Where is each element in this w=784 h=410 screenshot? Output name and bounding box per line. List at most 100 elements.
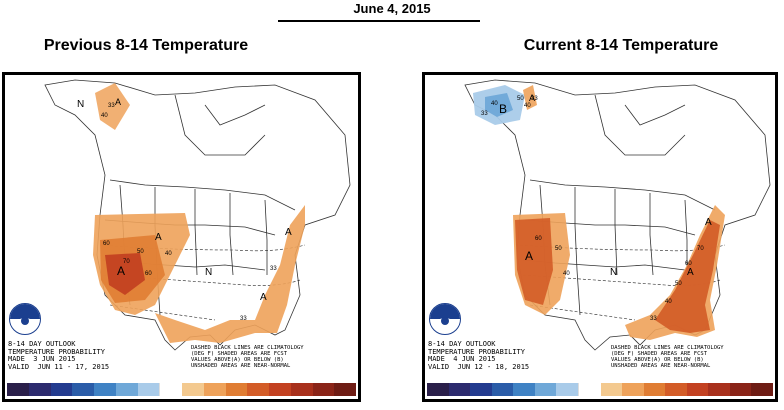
legend-swatch	[225, 383, 248, 396]
map-label: N	[77, 99, 84, 110]
legend-swatch	[290, 383, 313, 396]
legend-swatch	[28, 383, 51, 396]
outlook-line: MADE 4 JUN 2015	[428, 355, 496, 363]
contour-label: 40	[491, 101, 498, 107]
contour-label: 60	[685, 261, 692, 267]
contour-label: 33	[650, 316, 657, 322]
outlook-line: 8-14 DAY OUTLOOK	[8, 340, 76, 348]
contour-label: 70	[123, 259, 130, 265]
map-label: B	[499, 102, 507, 116]
date-title: June 4, 2015	[353, 1, 431, 16]
legend-swatch	[686, 383, 709, 396]
legend-swatch	[448, 383, 471, 396]
contour-label: 70	[697, 246, 704, 252]
legend-swatch	[534, 383, 557, 396]
legend-swatch	[729, 383, 752, 396]
note-line: UNSHADED AREAS ARE NEAR-NORMAL	[191, 363, 291, 369]
contour-label: 40	[165, 251, 172, 257]
legend-notes: DASHED BLACK LINES ARE CLIMATOLOGY (DEG F…	[191, 345, 353, 369]
legend-swatch	[751, 383, 773, 396]
legend-swatch	[137, 383, 160, 396]
legend-swatch	[312, 383, 335, 396]
contour-label: 60	[103, 241, 110, 247]
note-line: DASHED BLACK LINES ARE CLIMATOLOGY	[191, 345, 304, 351]
map-label: A	[687, 267, 694, 278]
contour-label: 33	[270, 266, 277, 272]
contour-label: 50	[137, 249, 144, 255]
legend-swatch	[269, 383, 291, 396]
map-label: N	[205, 267, 212, 278]
title-underline	[278, 20, 480, 22]
contour-label: 50	[675, 281, 682, 287]
legend-swatch	[334, 383, 356, 396]
previous-panel-title: Previous 8-14 Temperature	[43, 37, 249, 54]
east-above-region	[155, 205, 305, 343]
contour-label: 60	[145, 271, 152, 277]
note-line: VALUES ABOVE(A) OR BELOW (B)	[191, 357, 284, 363]
contour-label: 33	[108, 103, 115, 109]
note-line: VALUES ABOVE(A) OR BELOW (B)	[611, 357, 704, 363]
previous-outlook-map: N A A A A N A 33 40 60 50 70 60 40 33 33…	[2, 72, 361, 402]
legend-swatch	[577, 383, 601, 396]
legend-swatch	[94, 383, 116, 396]
current-map-graphic: B A A N A A 40 33 50 40 33 60 50 40 70 6…	[464, 79, 771, 351]
legend-swatch	[159, 383, 182, 396]
contour-label: 33	[481, 111, 488, 117]
legend-swatch	[600, 383, 623, 396]
outlook-line: TEMPERATURE PROBABILITY	[8, 347, 105, 356]
map-label: A	[115, 97, 121, 107]
contour-label: 40	[665, 299, 672, 305]
map-label: N	[610, 267, 617, 278]
contour-label: 50	[517, 96, 524, 102]
noaa-logo-icon	[9, 303, 41, 335]
legend-swatch	[115, 383, 138, 396]
map-label: A	[260, 292, 267, 303]
color-legend	[7, 383, 356, 396]
legend-swatch	[556, 383, 578, 396]
map-label: A	[117, 264, 125, 278]
note-line: DASHED BLACK LINES ARE CLIMATOLOGY	[611, 345, 724, 351]
outlook-line: VALID JUN 12 - 18, 2015	[428, 362, 530, 371]
current-panel-title: Current 8-14 Temperature	[523, 37, 719, 54]
alaska-above-region	[95, 83, 130, 130]
legend-swatch	[72, 383, 94, 396]
legend-swatch	[665, 383, 687, 396]
contour-label: 50	[555, 246, 562, 252]
previous-map-graphic: N A A A A N A 33 40 60 50 70 60 40 33 33	[44, 79, 351, 351]
legend-swatch	[7, 383, 29, 396]
legend-swatch	[470, 383, 492, 396]
legend-notes: DASHED BLACK LINES ARE CLIMATOLOGY (DEG F…	[611, 345, 773, 369]
legend-swatch	[622, 383, 644, 396]
contour-label: 40	[563, 271, 570, 277]
outlook-caption: 8-14 DAY OUTLOOK TEMPERATURE PROBABILITY M…	[8, 340, 188, 371]
legend-swatch	[247, 383, 269, 396]
noaa-logo-icon	[429, 303, 461, 335]
outlook-line: 8-14 DAY OUTLOOK	[428, 340, 496, 348]
map-label: A	[525, 249, 533, 263]
contour-label: 40	[101, 113, 108, 119]
contour-label: 33	[531, 96, 538, 102]
note-line: (DEG F) SHADED AREAS ARE FCST	[611, 351, 708, 357]
contour-label: 33	[240, 316, 247, 322]
legend-swatch	[491, 383, 514, 396]
contour-label: 40	[524, 103, 531, 109]
outlook-line: VALID JUN 11 - 17, 2015	[8, 362, 110, 371]
current-outlook-map: B A A N A A 40 33 50 40 33 60 50 40 70 6…	[422, 72, 778, 402]
outlook-caption: 8-14 DAY OUTLOOK TEMPERATURE PROBABILITY M…	[428, 340, 608, 371]
outlook-line: TEMPERATURE PROBABILITY	[428, 347, 525, 356]
legend-swatch	[708, 383, 730, 396]
map-label: A	[155, 232, 162, 243]
legend-swatch	[203, 383, 226, 396]
legend-swatch	[643, 383, 666, 396]
legend-swatch	[427, 383, 449, 396]
map-label: A	[285, 227, 292, 238]
legend-swatch	[513, 383, 535, 396]
color-legend	[427, 383, 773, 396]
outlook-line: MADE 3 JUN 2015	[8, 355, 76, 363]
map-label: A	[705, 217, 712, 228]
legend-swatch	[50, 383, 73, 396]
note-line: (DEG F) SHADED AREAS ARE FCST	[191, 351, 288, 357]
note-line: UNSHADED AREAS ARE NEAR-NORMAL	[611, 363, 711, 369]
legend-swatch	[182, 383, 204, 396]
contour-label: 60	[535, 236, 542, 242]
